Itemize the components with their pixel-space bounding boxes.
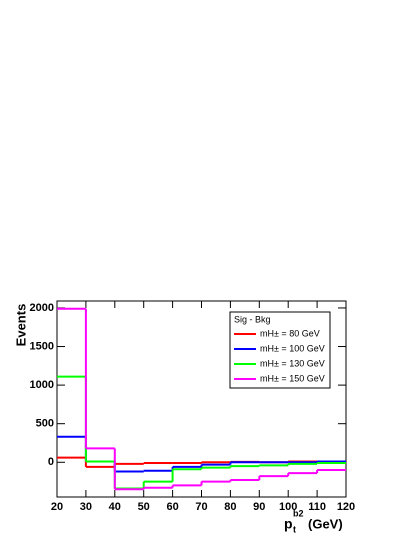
y-tick-label: 2000 [30, 302, 54, 314]
legend-label: mH± = 130 GeV [260, 358, 325, 368]
y-tick-label: 1000 [30, 379, 54, 391]
x-tick-label: 30 [80, 501, 92, 513]
x-tick-label: 40 [109, 501, 121, 513]
y-tick-label: 1500 [30, 340, 54, 352]
legend-label: mH± = 100 GeV [260, 343, 325, 353]
series [57, 435, 346, 473]
y-axis-label: Events [13, 304, 28, 347]
x-label-base: p [284, 516, 293, 532]
series [57, 375, 346, 490]
x-label-sub: t [293, 524, 296, 534]
legend-label: mH± = 80 GeV [260, 328, 320, 338]
x-label-unit: (GeV) [308, 516, 343, 531]
x-tick-label: 80 [224, 501, 236, 513]
y-tick-label: 500 [36, 418, 54, 430]
x-tick-label: 50 [138, 501, 150, 513]
x-tick-label: 20 [51, 501, 63, 513]
x-tick-label: 110 [308, 501, 326, 513]
x-label-sup: b2 [293, 508, 304, 518]
x-tick-label: 120 [337, 501, 355, 513]
x-axis-label: p t b2 (GeV) [284, 508, 343, 534]
x-tick-label: 70 [195, 501, 207, 513]
legend-label: mH± = 150 GeV [260, 373, 325, 383]
y-tick-label: 0 [48, 456, 54, 468]
series [57, 307, 346, 491]
x-tick-label: 100 [279, 501, 297, 513]
legend: Sig - Bkg mH± = 80 GeV mH± = 100 GeV mH± =… [229, 311, 331, 389]
legend-title: Sig - Bkg [234, 314, 271, 324]
x-tick-label: 90 [253, 501, 265, 513]
x-tick-label: 60 [166, 501, 178, 513]
